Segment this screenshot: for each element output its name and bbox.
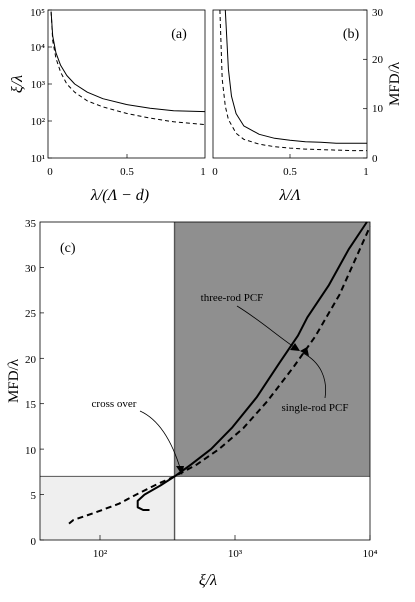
panel-c-ytick: 25 (25, 308, 37, 320)
cross-over-arrowhead (176, 466, 184, 475)
panel-c-label: (c) (60, 241, 76, 256)
panel-a-ylabel: ξ/λ (9, 75, 26, 93)
arrow-heads (176, 343, 309, 475)
panel-b-ytick: 0 (372, 153, 378, 165)
panel-b-xtick: 0.5 (283, 166, 297, 178)
panel-b-ytick: 30 (372, 7, 384, 19)
panel-b-ytick: 10 (372, 103, 384, 115)
panel-a-ytick: 10⁴ (30, 42, 45, 54)
panel-c-xtick: 10² (93, 548, 108, 560)
panel-b-xtick: 1 (363, 166, 369, 178)
panel-b-label: (b) (343, 27, 360, 42)
panel-c-frame (39, 221, 371, 541)
panel-c-ytick: 5 (31, 490, 37, 502)
dashed-series-line (68, 226, 371, 525)
annotation-arrows (139, 305, 327, 472)
panel-b-y-ticks (363, 9, 367, 159)
panel-a-ytick: 10⁵ (30, 7, 45, 19)
panel-c-xtick: 10⁴ (363, 548, 378, 560)
panel-c-guide-lines (40, 222, 370, 540)
panel-c-xtick: 10³ (228, 548, 243, 560)
panel-a-xtick: 1 (200, 166, 206, 178)
annotation-cross-over: cross over (92, 398, 137, 410)
panel-c-ytick: 35 (25, 218, 37, 230)
panel-c-ytick: 10 (25, 445, 37, 457)
dashed-series-line (50, 11, 206, 126)
panel-a-ytick: 10¹ (31, 153, 45, 165)
shaded-region-dark (174, 222, 370, 477)
panel-c-ytick: 0 (31, 536, 37, 548)
solid-series-line (136, 221, 368, 511)
single-rod-arrow (302, 352, 327, 399)
panel-b-ylabel: MFD/λ (387, 61, 403, 106)
annotation-single-rod-pcf: single-rod PCF (282, 402, 349, 414)
panel-c-regions (40, 222, 370, 540)
panel-c-x-ticks (99, 535, 371, 540)
panel-a-y-ticks (48, 9, 52, 159)
solid-series-line (50, 11, 206, 113)
annotation-three-rod-pcf: three-rod PCF (201, 292, 264, 304)
panel-a-ytick: 10³ (31, 79, 46, 91)
panel-a: 10¹ 10² 10³ 10⁴ 10⁵ 0 0.5 1 (a) λ/(Λ − d… (9, 7, 206, 204)
panel-c-ytick: 15 (25, 399, 37, 411)
panel-c-y-ticks (40, 267, 44, 541)
panel-a-data-lines (50, 11, 206, 126)
panel-c-xlabel: ξ/λ (199, 572, 217, 589)
panel-b-ytick: 20 (372, 54, 384, 66)
panel-b: 0 10 20 30 0 0.5 1 (b) λ/Λ MFD/λ (212, 7, 403, 204)
cross-over-arrow (139, 410, 182, 472)
panel-a-ytick: 10² (31, 116, 46, 128)
three-rod-arrowhead (290, 343, 300, 351)
solid-series-line (224, 9, 367, 144)
panel-b-data-lines (219, 9, 367, 152)
panel-b-xlabel: λ/Λ (278, 187, 300, 204)
panel-c-ytick: 20 (25, 354, 37, 366)
dashed-series-line (219, 9, 367, 152)
three-rod-arrow (236, 305, 298, 350)
panel-a-xlabel: λ/(Λ − d) (90, 187, 149, 204)
panel-b-xtick: 0 (212, 166, 218, 178)
panel-c-data-lines (68, 221, 371, 525)
panel-c-ytick: 30 (25, 263, 37, 275)
panel-a-label: (a) (171, 27, 187, 42)
single-rod-arrowhead (300, 347, 309, 356)
panel-c: 0 5 10 15 20 25 30 35 10² 10³ 10⁴ (c) ξ/… (6, 218, 378, 589)
panel-c-ylabel: MFD/λ (6, 358, 22, 403)
panel-a-xtick: 0 (47, 166, 53, 178)
panel-a-xtick: 0.5 (120, 166, 134, 178)
